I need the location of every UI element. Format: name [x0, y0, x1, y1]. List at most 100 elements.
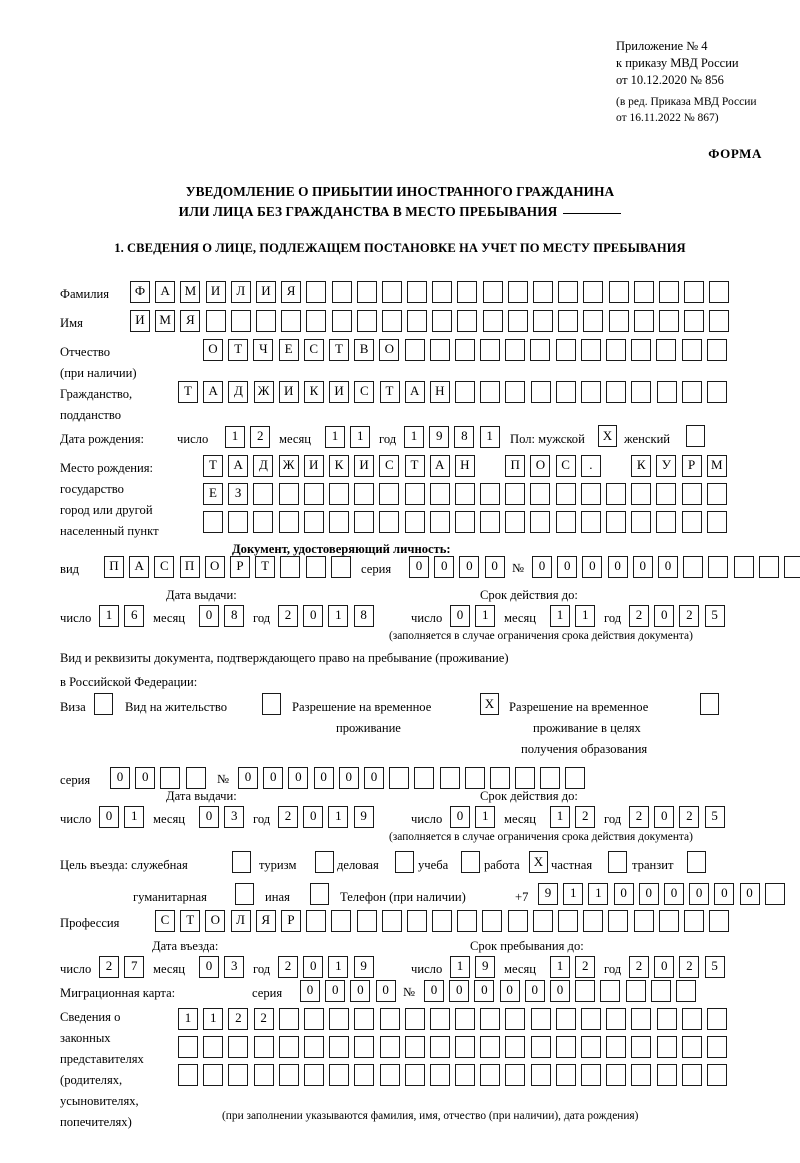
char-box[interactable]: 8	[353, 605, 374, 627]
char-box[interactable]: 1	[328, 806, 349, 828]
char-box[interactable]: А	[155, 281, 176, 303]
char-box[interactable]	[631, 381, 652, 403]
char-box[interactable]: М	[155, 310, 176, 332]
char-box[interactable]	[530, 1064, 551, 1086]
char-box[interactable]: Л	[230, 281, 251, 303]
char-box[interactable]	[429, 1064, 450, 1086]
char-box[interactable]	[303, 1064, 324, 1086]
char-box[interactable]	[407, 281, 428, 303]
char-box[interactable]: 0	[288, 767, 309, 789]
char-box[interactable]	[455, 1036, 476, 1058]
char-box[interactable]	[683, 556, 704, 578]
char-box[interactable]	[555, 339, 576, 361]
char-box[interactable]	[706, 381, 727, 403]
char-box[interactable]	[555, 511, 576, 533]
char-box[interactable]: 0	[434, 556, 455, 578]
char-box[interactable]	[432, 310, 453, 332]
char-box[interactable]: Т	[404, 455, 425, 477]
char-box[interactable]	[407, 310, 428, 332]
char-box[interactable]	[306, 310, 327, 332]
char-box[interactable]: 2	[250, 426, 271, 448]
char-box[interactable]	[656, 381, 677, 403]
char-box[interactable]: 0	[303, 605, 324, 627]
char-box[interactable]: 9	[429, 426, 450, 448]
char-box[interactable]	[331, 910, 352, 932]
char-box[interactable]	[303, 1036, 324, 1058]
char-box[interactable]: 7	[124, 956, 145, 978]
char-box[interactable]: Л	[230, 910, 251, 932]
char-box[interactable]: С	[154, 556, 175, 578]
char-box[interactable]	[305, 556, 326, 578]
char-box[interactable]: Ж	[253, 381, 274, 403]
char-box[interactable]: 0	[638, 883, 659, 905]
char-box[interactable]: 0	[363, 767, 384, 789]
char-box[interactable]	[356, 910, 377, 932]
char-box[interactable]	[455, 381, 476, 403]
char-box[interactable]	[656, 511, 677, 533]
checkbox-purpose-transit[interactable]	[687, 851, 706, 873]
char-box[interactable]: 5	[704, 605, 725, 627]
char-box[interactable]: Р	[280, 910, 301, 932]
char-box[interactable]: 0	[657, 556, 678, 578]
char-box[interactable]: 8	[454, 426, 475, 448]
checkbox-purpose-other[interactable]	[310, 883, 329, 905]
char-box[interactable]	[530, 381, 551, 403]
char-box[interactable]: Н	[429, 381, 450, 403]
legal-rep-row-3-boxes[interactable]	[178, 1064, 732, 1086]
char-box[interactable]	[684, 310, 705, 332]
char-box[interactable]	[530, 511, 551, 533]
char-box[interactable]	[457, 910, 478, 932]
char-box[interactable]: 1	[225, 426, 245, 448]
checkbox-purpose-study[interactable]	[461, 851, 480, 873]
char-box[interactable]	[656, 1036, 677, 1058]
char-box[interactable]: Д	[253, 455, 274, 477]
char-box[interactable]: П	[505, 455, 526, 477]
char-box[interactable]	[439, 767, 460, 789]
char-box[interactable]	[650, 980, 671, 1002]
char-box[interactable]	[532, 910, 553, 932]
char-box[interactable]: К	[328, 455, 349, 477]
char-box[interactable]	[404, 483, 425, 505]
char-box[interactable]	[306, 910, 327, 932]
char-box[interactable]: 0	[303, 956, 324, 978]
checkbox-temp-residence-edu[interactable]	[700, 693, 719, 715]
char-box[interactable]	[555, 381, 576, 403]
checkbox-purpose-tourism[interactable]	[315, 851, 334, 873]
char-box[interactable]	[404, 1036, 425, 1058]
char-box[interactable]	[533, 310, 553, 332]
char-box[interactable]: И	[354, 455, 375, 477]
char-box[interactable]: 0	[689, 883, 710, 905]
char-box[interactable]: 0	[654, 806, 675, 828]
char-box[interactable]: 0	[557, 556, 578, 578]
char-box[interactable]: М	[180, 281, 201, 303]
char-box[interactable]: 0	[524, 980, 545, 1002]
char-box[interactable]: 0	[450, 806, 470, 828]
char-box[interactable]: 0	[450, 605, 470, 627]
char-box[interactable]: 3	[224, 806, 245, 828]
char-box[interactable]	[581, 1008, 601, 1030]
char-box[interactable]	[303, 1008, 324, 1030]
char-box[interactable]	[684, 281, 705, 303]
char-box[interactable]	[633, 310, 654, 332]
birthplace-row-3-boxes[interactable]	[203, 511, 732, 533]
char-box[interactable]	[379, 483, 400, 505]
char-box[interactable]: 1	[99, 605, 119, 627]
char-box[interactable]: Я	[180, 310, 201, 332]
char-box[interactable]	[580, 483, 601, 505]
char-box[interactable]: 1	[479, 426, 500, 448]
char-box[interactable]: 1	[588, 883, 609, 905]
char-box[interactable]	[278, 1008, 299, 1030]
char-box[interactable]: 0	[135, 767, 156, 789]
char-box[interactable]: 1	[450, 956, 470, 978]
